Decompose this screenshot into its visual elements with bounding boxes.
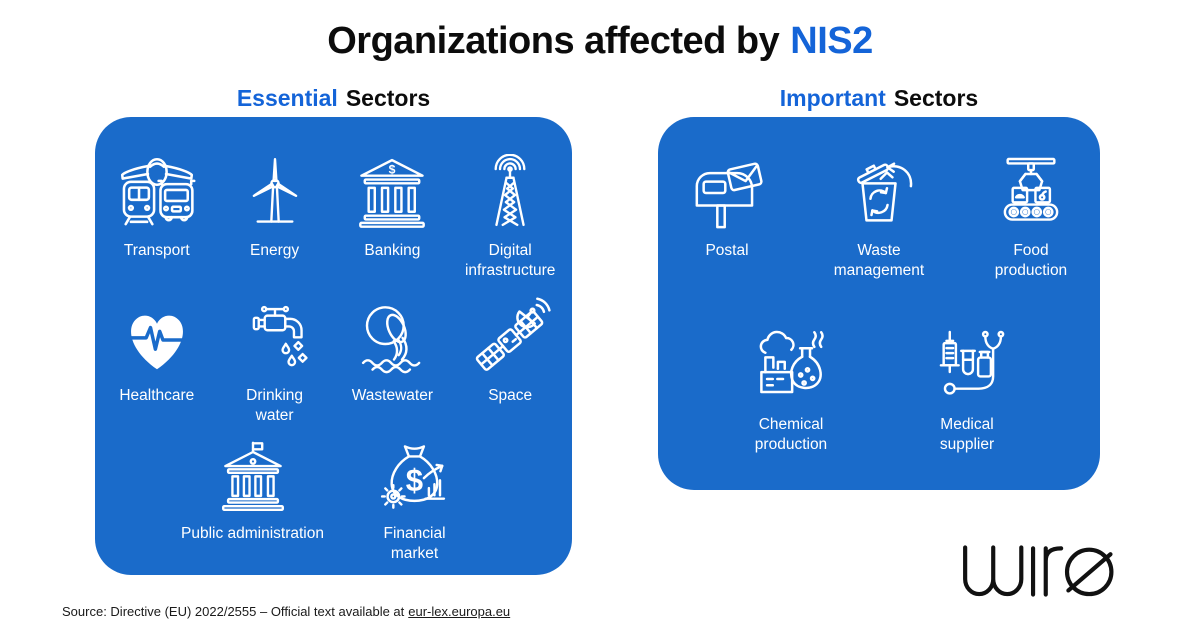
svg-text:$: $ <box>389 162 396 176</box>
important-sectors-panel: Postal <box>658 117 1100 490</box>
sector-label: Energy <box>250 242 300 259</box>
medical-supplies-icon <box>927 324 1007 408</box>
satellite-icon <box>469 295 551 379</box>
sector-banking: $ Banking <box>336 150 448 261</box>
important-sectors-heading: Important Sectors <box>658 85 1100 112</box>
essential-sectors-heading: Essential Sectors <box>95 85 572 112</box>
sector-postal: Postal <box>662 150 792 261</box>
sector-financial-market: $ Financial market <box>340 433 490 565</box>
mailbox-icon <box>685 150 769 234</box>
source-link[interactable]: eur-lex.europa.eu <box>408 604 511 619</box>
heart-pulse-icon <box>116 295 198 379</box>
sector-wastewater: Wastewater <box>336 295 448 406</box>
sector-label: Chemical production <box>754 415 828 454</box>
source-text: Source: Directive (EU) 2022/2555 – Offic… <box>62 604 405 619</box>
sector-label: Financial market <box>383 524 446 563</box>
recycle-bin-icon <box>838 150 920 234</box>
svg-text:$: $ <box>405 463 422 498</box>
radio-tower-icon <box>471 150 549 234</box>
sector-label: Space <box>488 386 533 404</box>
sector-label: Wastewater <box>351 386 434 404</box>
sector-label: Banking <box>364 242 421 259</box>
essential-heading-rest: Sectors <box>345 85 431 111</box>
essential-sectors-panel: Transport Energy <box>95 117 572 575</box>
conveyor-belt-icon <box>991 150 1071 234</box>
title-text: Organizations affected by <box>327 20 780 62</box>
sector-energy: Energy <box>219 150 331 261</box>
wastewater-pipe-icon <box>350 295 434 379</box>
important-heading-highlight: Important <box>779 85 886 111</box>
bank-icon: $ <box>352 150 432 234</box>
essential-heading-highlight: Essential <box>236 85 338 111</box>
source-note: Source: Directive (EU) 2022/2555 – Offic… <box>62 604 510 619</box>
sector-digital-infrastructure: Digital infrastructure <box>454 150 566 282</box>
sector-label: Food production <box>994 242 1068 280</box>
sector-label: Healthcare <box>119 386 195 404</box>
money-bag-chart-icon: $ <box>374 433 456 517</box>
sector-label: Public administration <box>180 524 324 542</box>
sector-waste-management: Waste management <box>814 150 944 282</box>
important-heading-rest: Sectors <box>893 85 979 111</box>
government-building-icon <box>214 433 292 517</box>
sector-public-administration: Public administration <box>178 433 328 544</box>
sector-drinking-water: Drinking water <box>219 295 331 427</box>
sector-medical-supplier: Medical supplier <box>892 324 1042 456</box>
sector-healthcare: Healthcare <box>101 295 213 406</box>
wind-turbine-icon <box>236 150 314 234</box>
factory-flask-icon <box>749 324 833 408</box>
sector-label: Medical supplier <box>939 415 995 454</box>
sector-space: Space <box>454 295 566 406</box>
sector-label: Drinking water <box>246 386 304 425</box>
water-tap-icon <box>236 295 314 379</box>
sector-label: Postal <box>705 242 749 259</box>
sector-chemical-production: Chemical production <box>716 324 866 456</box>
sector-label: Digital infrastructure <box>464 242 556 280</box>
title-highlight: NIS2 <box>790 20 873 62</box>
sector-food-production: Food production <box>966 150 1096 282</box>
wire-logo <box>963 545 1114 597</box>
sector-label: Transport <box>123 242 190 259</box>
page-title: Organizations affected by NIS2 <box>0 20 1200 63</box>
sector-label: Waste management <box>833 242 925 280</box>
sector-transport: Transport <box>101 150 213 261</box>
transport-icon <box>115 150 199 234</box>
